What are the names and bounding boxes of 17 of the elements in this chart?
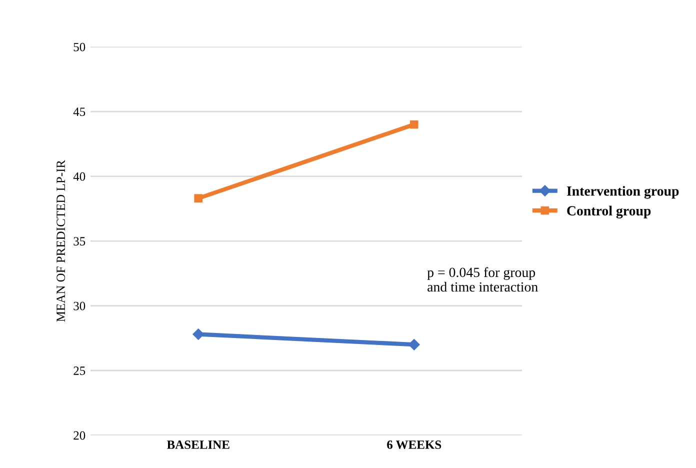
- point: [192, 328, 204, 340]
- point: [408, 339, 420, 350]
- x-tick-label: BASELINE: [166, 440, 230, 449]
- y-axis-title: MEAN OF PREDICTED LP-IR: [56, 160, 66, 322]
- legend-label: Control group: [567, 206, 651, 218]
- legend-label: Intervention group: [566, 186, 679, 199]
- x-tick-label: 6 WEEKS: [387, 440, 442, 449]
- y-tick-label: 20: [74, 431, 86, 440]
- annotation: p = 0.045 for group and time interaction: [427, 267, 538, 292]
- y-tick-label: 35: [74, 237, 86, 246]
- y-tick-label: 45: [73, 108, 86, 116]
- y-tick-label: 40: [73, 172, 86, 181]
- y-tick-label: 25: [74, 366, 86, 375]
- point: [410, 120, 418, 129]
- y-tick-label: 30: [74, 302, 86, 310]
- point: [194, 194, 203, 202]
- y-tick-label: 50: [74, 42, 86, 52]
